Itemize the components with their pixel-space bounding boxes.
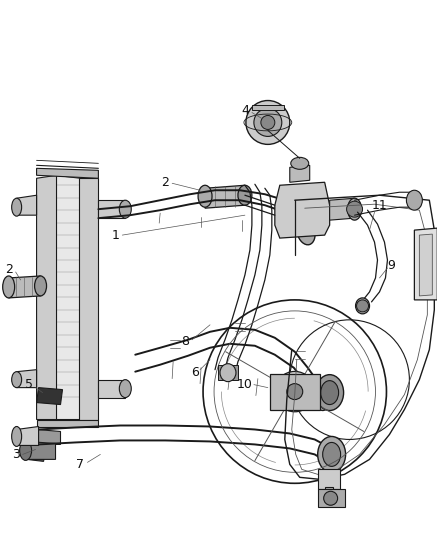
Polygon shape (252, 104, 284, 110)
Polygon shape (330, 198, 355, 220)
Polygon shape (325, 487, 332, 504)
Polygon shape (318, 489, 345, 507)
Circle shape (283, 379, 307, 403)
Ellipse shape (220, 364, 236, 382)
Text: 5: 5 (25, 378, 32, 391)
Polygon shape (419, 234, 432, 296)
Ellipse shape (238, 185, 252, 205)
Ellipse shape (348, 198, 361, 220)
Ellipse shape (20, 440, 32, 461)
Ellipse shape (406, 190, 422, 210)
Ellipse shape (12, 198, 21, 216)
Polygon shape (37, 387, 63, 405)
Circle shape (261, 116, 275, 130)
Text: 8: 8 (181, 335, 189, 348)
Ellipse shape (356, 298, 370, 314)
Circle shape (346, 201, 363, 217)
Text: 11: 11 (371, 199, 387, 212)
Polygon shape (318, 470, 339, 489)
Text: 4: 4 (241, 104, 249, 117)
Text: 2: 2 (161, 176, 169, 189)
Circle shape (287, 384, 303, 400)
Polygon shape (17, 195, 37, 215)
Polygon shape (17, 370, 37, 387)
Polygon shape (275, 182, 330, 238)
Circle shape (246, 101, 290, 144)
Polygon shape (270, 374, 320, 409)
Text: 9: 9 (388, 259, 396, 271)
Ellipse shape (291, 157, 309, 169)
Polygon shape (218, 365, 238, 379)
Polygon shape (37, 175, 57, 419)
Text: 10: 10 (237, 378, 253, 391)
Circle shape (357, 300, 368, 312)
Ellipse shape (321, 381, 339, 405)
Text: 7: 7 (77, 458, 85, 471)
Circle shape (275, 372, 315, 412)
Polygon shape (99, 379, 125, 398)
Polygon shape (17, 426, 39, 446)
Text: 6: 6 (191, 366, 199, 379)
Ellipse shape (318, 437, 346, 472)
Ellipse shape (119, 200, 131, 218)
Ellipse shape (12, 372, 21, 387)
Polygon shape (56, 175, 81, 419)
Ellipse shape (3, 276, 14, 298)
Text: 1: 1 (111, 229, 119, 241)
Polygon shape (79, 178, 99, 419)
Ellipse shape (297, 217, 315, 245)
Ellipse shape (119, 379, 131, 398)
Ellipse shape (12, 426, 21, 447)
Ellipse shape (316, 391, 330, 410)
Circle shape (254, 109, 282, 136)
Ellipse shape (323, 442, 341, 466)
Ellipse shape (316, 375, 343, 410)
Polygon shape (414, 228, 437, 300)
Polygon shape (27, 447, 46, 462)
Circle shape (324, 491, 338, 505)
Text: 2: 2 (5, 263, 13, 277)
Ellipse shape (198, 185, 212, 207)
Ellipse shape (35, 276, 46, 296)
Polygon shape (99, 200, 125, 218)
Polygon shape (25, 441, 56, 459)
Polygon shape (37, 168, 99, 178)
Polygon shape (37, 419, 99, 427)
Polygon shape (9, 276, 41, 298)
Polygon shape (37, 430, 60, 445)
Text: 3: 3 (12, 448, 20, 461)
Polygon shape (290, 165, 310, 182)
Polygon shape (205, 185, 245, 208)
